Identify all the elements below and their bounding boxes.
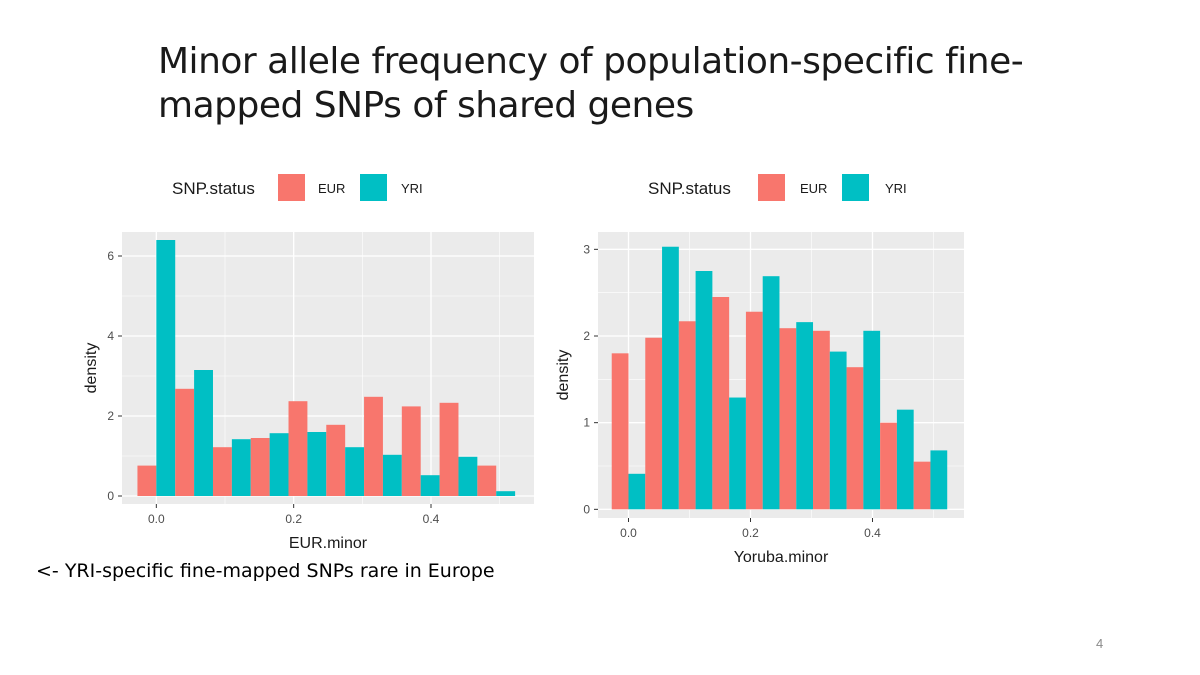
y-tick-label: 3: [583, 242, 590, 256]
bar-eur: [813, 330, 830, 510]
x-tick-label: 0.2: [742, 526, 759, 540]
bar-yri: [231, 439, 251, 496]
legend-key-eur: [758, 174, 785, 201]
legend: SNP.status EUR YRI: [172, 174, 423, 201]
legend-label-eur: EUR: [318, 181, 345, 196]
x-tick-label: 0.0: [148, 512, 165, 526]
page-number: 4: [1096, 636, 1104, 651]
bar-eur: [913, 461, 931, 510]
slide-title-line-2: mapped SNPs of shared genes: [158, 85, 694, 126]
bar-yri: [896, 409, 914, 510]
bar-yri: [796, 322, 814, 510]
legend: SNP.status EUR YRI: [648, 174, 907, 201]
bar-yri: [382, 454, 402, 496]
bar-yri: [662, 246, 679, 510]
bar-eur: [779, 328, 797, 510]
legend-title: SNP.status: [648, 179, 731, 198]
y-axis-title: density: [83, 343, 100, 394]
y-tick-label: 2: [583, 329, 590, 343]
bar-eur: [611, 353, 629, 510]
x-tick-label: 0.0: [620, 526, 637, 540]
bar-eur: [439, 402, 459, 496]
legend-label-yri: YRI: [401, 181, 423, 196]
bar-eur: [678, 321, 696, 510]
bar-yri: [729, 397, 746, 510]
slide-title-line-1: Minor allele frequency of population-spe…: [158, 41, 1024, 82]
yoruba-minor-density-histogram: SNP.status EUR YRI 0.0 0.2 0.4 0 1 2 3 Yoruba.mino…: [555, 174, 964, 566]
bar-eur: [288, 401, 308, 496]
y-tick-label: 0: [583, 502, 590, 516]
eur-minor-density-histogram: SNP.status EUR YRI 0.0 0.2 0.4 0 2 4 6 EUR.minor de…: [83, 174, 534, 552]
y-tick-label: 1: [583, 416, 590, 430]
legend-label-eur: EUR: [800, 181, 827, 196]
bar-yri: [345, 447, 365, 496]
y-tick-label: 2: [107, 409, 114, 423]
bar-eur: [477, 465, 497, 496]
bar-yri: [307, 432, 327, 496]
bar-eur: [364, 396, 383, 496]
y-axis-title: density: [555, 350, 572, 401]
bar-eur: [137, 465, 157, 496]
bar-yri: [458, 456, 478, 496]
bar-eur: [250, 438, 270, 496]
x-tick-label: 0.4: [423, 512, 440, 526]
bar-yri: [628, 473, 646, 510]
bar-eur: [175, 388, 195, 496]
x-axis-title: EUR.minor: [289, 535, 368, 552]
legend-key-yri: [360, 174, 387, 201]
slide-title: Minor allele frequency of population-spe…: [158, 40, 1058, 128]
legend-key-eur: [278, 174, 305, 201]
bar-yri: [863, 330, 881, 510]
legend-key-yri: [842, 174, 869, 201]
bar-yri: [930, 450, 948, 510]
bar-eur: [326, 424, 346, 496]
bar-yri: [695, 271, 713, 510]
bar-eur: [212, 447, 232, 496]
bar-eur: [645, 337, 663, 510]
y-tick-label: 0: [107, 489, 114, 503]
legend-title: SNP.status: [172, 179, 255, 198]
footnote: <- YRI-specific fine-mapped SNPs rare in…: [36, 560, 495, 582]
bar-yri: [762, 276, 780, 510]
legend-label-yri: YRI: [885, 181, 907, 196]
bar-yri: [194, 370, 213, 496]
bar-yri: [496, 491, 516, 496]
bar-eur: [745, 311, 763, 510]
bar-eur: [846, 367, 864, 510]
bar-yri: [156, 240, 176, 496]
bar-yri: [829, 351, 847, 510]
x-tick-label: 0.2: [285, 512, 302, 526]
x-axis-title: Yoruba.minor: [734, 549, 829, 566]
y-tick-label: 4: [107, 329, 114, 343]
bar-yri: [420, 475, 440, 496]
y-tick-label: 6: [107, 249, 114, 263]
bar-eur: [880, 422, 897, 510]
bar-eur: [712, 297, 730, 510]
bar-eur: [401, 406, 421, 496]
bar-yri: [269, 433, 289, 496]
x-tick-label: 0.4: [864, 526, 881, 540]
